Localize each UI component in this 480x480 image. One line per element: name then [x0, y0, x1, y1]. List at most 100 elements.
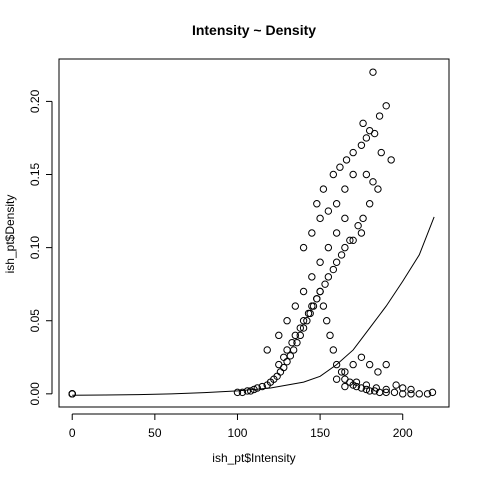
data-point — [323, 317, 331, 325]
y-tick-label: 0.00 — [28, 382, 42, 406]
data-point — [286, 352, 295, 360]
data-point — [390, 388, 399, 397]
data-point — [341, 243, 349, 252]
data-point — [359, 119, 367, 128]
data-point — [375, 112, 384, 120]
data-point — [349, 170, 357, 179]
data-point — [316, 258, 324, 266]
data-point — [308, 302, 316, 310]
data-point — [332, 258, 341, 266]
data-point — [288, 338, 296, 347]
data-point — [369, 68, 377, 76]
data-point — [382, 102, 390, 110]
data-point — [316, 214, 324, 223]
data-point — [365, 360, 374, 369]
x-axis-label: ish_pt$Intensity — [212, 451, 295, 465]
data-point — [362, 385, 371, 394]
data-point — [337, 251, 346, 259]
fit-line-layer — [72, 216, 435, 396]
data-point — [233, 388, 242, 397]
data-point — [324, 273, 333, 281]
data-point — [319, 185, 328, 193]
data-point — [243, 387, 252, 395]
data-point — [377, 148, 385, 157]
data-point — [253, 384, 262, 392]
x-tick-label: 50 — [148, 426, 162, 440]
data-point — [365, 200, 374, 208]
y-tick-label: 0.20 — [28, 89, 42, 113]
data-point — [362, 134, 371, 142]
data-point — [332, 229, 341, 237]
data-point — [319, 302, 328, 310]
data-point — [258, 382, 266, 391]
data-point — [341, 185, 349, 193]
chart-title: Intensity ~ Density — [192, 22, 316, 38]
y-tick-label: 0.10 — [28, 236, 42, 260]
data-point — [324, 243, 333, 252]
x-tick-label: 150 — [310, 426, 330, 440]
data-point — [349, 360, 357, 369]
data-point — [303, 317, 311, 325]
data-point — [68, 390, 76, 398]
data-point — [329, 346, 338, 354]
data-point — [382, 388, 390, 397]
data-point — [321, 280, 329, 288]
data-point — [313, 295, 321, 303]
data-point — [280, 353, 288, 361]
data-point — [332, 360, 341, 369]
axes-layer: 0 50 100 150 200 0.00 0.05 0.10 0.15 0.20 — [28, 58, 450, 440]
points-layer — [68, 68, 437, 398]
data-point — [372, 384, 380, 392]
data-point — [263, 346, 271, 354]
data-point — [326, 331, 334, 340]
x-tick-label: 200 — [393, 426, 413, 440]
data-point — [341, 382, 349, 391]
data-point — [313, 200, 321, 208]
data-point — [352, 378, 361, 386]
data-point — [304, 309, 313, 318]
data-point — [299, 243, 308, 252]
data-point — [332, 375, 341, 383]
data-point — [275, 360, 283, 369]
data-point — [392, 381, 400, 389]
data-point — [415, 390, 423, 398]
data-point — [341, 214, 349, 223]
y-tick-label: 0.05 — [28, 309, 42, 333]
data-point — [308, 273, 316, 281]
data-point — [374, 185, 382, 193]
data-point — [399, 384, 407, 392]
data-point — [365, 387, 374, 395]
data-point — [329, 265, 338, 274]
data-point — [399, 390, 407, 398]
data-point — [275, 331, 283, 340]
data-point — [299, 324, 308, 332]
data-point — [296, 324, 304, 332]
data-point — [296, 331, 304, 340]
data-point — [423, 390, 432, 398]
data-point — [357, 229, 366, 237]
data-point — [374, 368, 382, 376]
data-point — [324, 207, 333, 215]
y-axis-label: ish_pt$Density — [3, 195, 17, 274]
data-point — [341, 368, 349, 376]
data-point — [283, 346, 291, 354]
x-tick-label: 100 — [227, 426, 247, 440]
data-point — [336, 163, 344, 171]
data-point — [349, 148, 357, 157]
data-point — [362, 381, 371, 389]
data-point — [291, 302, 300, 310]
data-point — [308, 229, 316, 237]
data-point — [382, 385, 390, 394]
data-point — [357, 141, 366, 149]
data-point — [293, 338, 301, 347]
data-point — [428, 388, 437, 397]
data-point — [357, 353, 366, 361]
data-point — [382, 360, 390, 369]
data-point — [407, 390, 415, 398]
data-point — [354, 221, 362, 230]
data-point — [352, 382, 361, 391]
data-point — [337, 368, 346, 376]
